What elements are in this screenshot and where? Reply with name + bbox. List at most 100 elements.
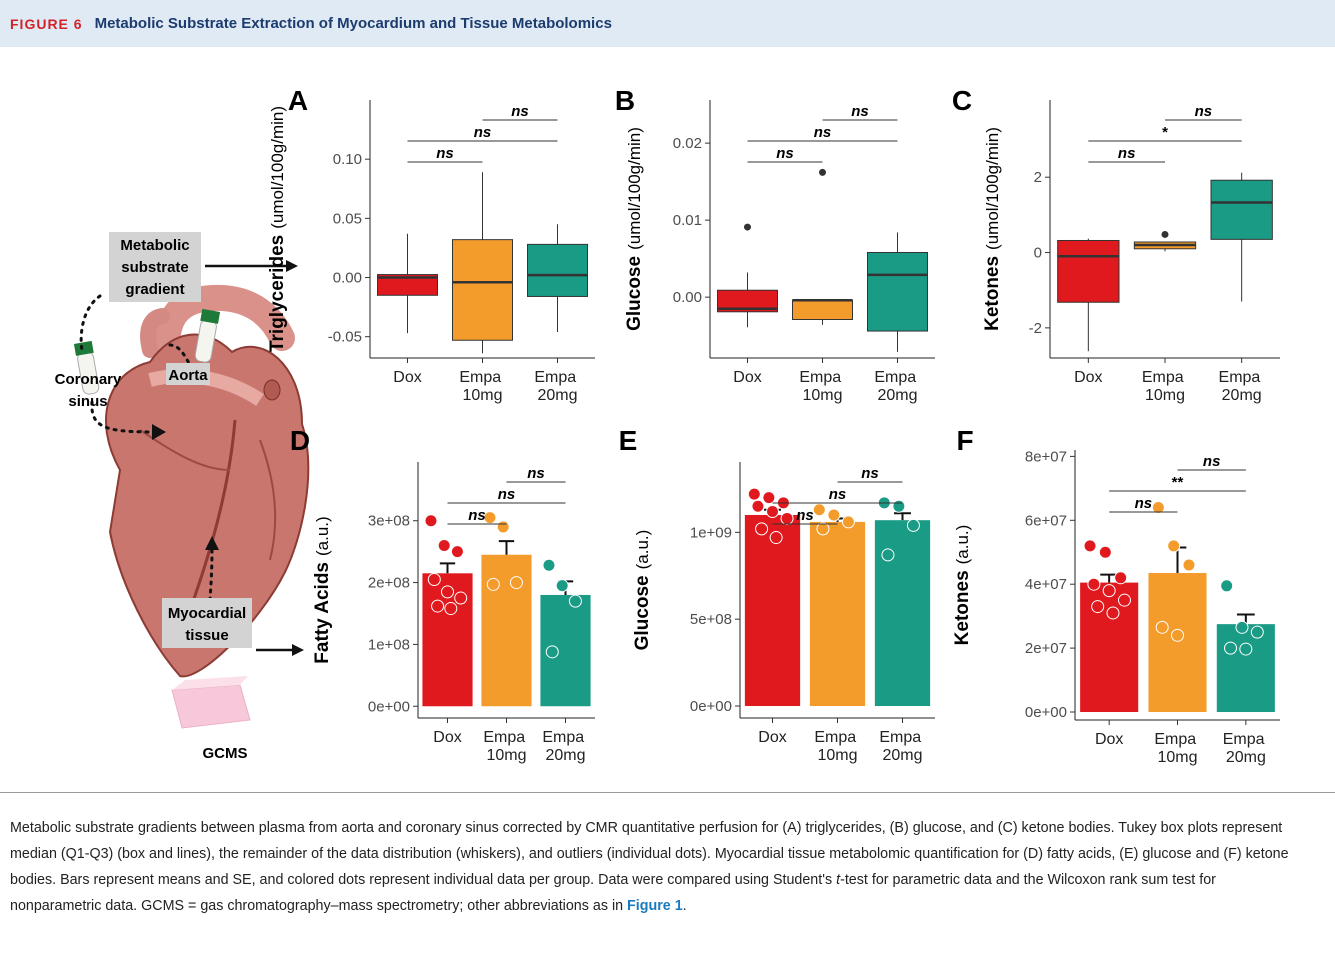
- caption-italic: t: [836, 872, 841, 888]
- y-tick-label: 0: [1034, 245, 1042, 262]
- significance-label: ns: [527, 465, 545, 482]
- y-tick-label: 2: [1034, 169, 1042, 186]
- y-axis-title: Fatty Acids: [312, 562, 333, 664]
- data-point: [881, 548, 895, 562]
- x-tick-label: Dox: [758, 729, 786, 746]
- data-point: [780, 511, 794, 525]
- data-point: [906, 518, 920, 532]
- data-point: [892, 499, 906, 513]
- box: [452, 239, 513, 341]
- separator: [0, 792, 1335, 793]
- data-point: [496, 520, 510, 534]
- box: [717, 289, 778, 313]
- x-tick-label: Empa 20mg: [879, 729, 925, 764]
- data-point: [1220, 579, 1234, 593]
- y-tick-label: 2e+08: [368, 575, 410, 592]
- panel: E Glucose (a.u.) 0e+00 5e+08 1e+09 Dox Empa 10m…: [619, 425, 935, 764]
- significance-label: ns: [436, 145, 454, 162]
- significance-label: ns: [814, 124, 832, 141]
- figure-title: Metabolic Substrate Extraction of Myocar…: [94, 15, 612, 32]
- significance-label: ns: [1195, 103, 1213, 120]
- bar: [1148, 573, 1207, 713]
- caption-text: Metabolic substrate gradients between pl…: [10, 820, 1289, 888]
- x-tick-label: Empa 20mg: [1223, 731, 1269, 766]
- x-tick-label: Dox: [1095, 731, 1123, 748]
- y-tick-label: 0.10: [333, 151, 362, 168]
- y-tick-label: 0.00: [673, 289, 702, 306]
- panel-letter: D: [290, 425, 310, 456]
- panel-letter: A: [288, 85, 308, 116]
- y-tick-label: 6e+07: [1025, 512, 1067, 529]
- data-point: [1250, 625, 1264, 639]
- data-point: [545, 645, 559, 659]
- y-tick-label: 2e+07: [1025, 640, 1067, 657]
- y-axis-label: Glucose (umol/100g/min): [624, 127, 645, 331]
- error-bar: [498, 540, 515, 555]
- x-tick-label: Empa 10mg: [799, 369, 845, 404]
- y-axis-title: Ketones: [982, 256, 1003, 331]
- data-point: [766, 504, 779, 518]
- significance-label: ns: [861, 465, 879, 482]
- box: [1057, 239, 1120, 303]
- error-bar: [894, 512, 911, 521]
- x-tick-label: Dox: [1074, 369, 1102, 386]
- data-point: [542, 558, 556, 572]
- significance-label: **: [1172, 474, 1184, 491]
- x-tick-label: Empa 10mg: [459, 369, 505, 404]
- panel: D Fatty Acids (a.u.) 0e+00 1e+08 2e+08 3e+08 Do…: [290, 425, 595, 764]
- error-bar: [439, 562, 456, 574]
- data-point: [1102, 584, 1116, 598]
- data-point: [816, 522, 830, 536]
- caption: Metabolic substrate gradients between pl…: [10, 815, 1305, 919]
- figure-label: FIGURE 6: [10, 15, 83, 32]
- significance-label: ns: [776, 145, 794, 162]
- data-point: [444, 602, 458, 616]
- data-point: [827, 508, 841, 522]
- x-tick-label: Empa 10mg: [1142, 369, 1188, 404]
- outlier: [1161, 230, 1169, 238]
- significance-label: ns: [474, 124, 492, 141]
- data-point: [424, 514, 438, 528]
- data-point: [841, 515, 855, 529]
- data-point: [483, 511, 497, 525]
- data-point: [454, 591, 468, 605]
- panel-letter: E: [619, 425, 638, 456]
- significance-label: ns: [1118, 145, 1136, 162]
- x-tick-label: Empa 20mg: [1219, 369, 1265, 404]
- data-point: [1114, 571, 1128, 585]
- x-tick-label: Empa 10mg: [483, 729, 529, 764]
- y-tick-label: 0.02: [673, 135, 702, 152]
- data-point: [509, 576, 523, 590]
- x-tick-label: Dox: [433, 729, 461, 746]
- y-axis-label: Ketones (a.u.): [952, 525, 973, 646]
- figure: Metabolic substrate gradient Coronary si…: [55, 85, 1280, 766]
- y-axis-title: Glucose: [624, 256, 645, 331]
- significance-label: ns: [851, 103, 869, 120]
- data-point: [1167, 539, 1181, 553]
- x-tick-label: Dox: [393, 369, 421, 386]
- bar: [874, 520, 931, 707]
- y-axis-unit: (umol/100g/min): [625, 127, 644, 250]
- data-point: [1117, 593, 1131, 607]
- y-axis-unit: (umol/100g/min): [983, 127, 1002, 250]
- data-point: [812, 503, 826, 517]
- y-axis-title: Triglycerides: [267, 235, 288, 352]
- box: [792, 299, 853, 320]
- panel-letter: F: [956, 425, 973, 456]
- significance-label: ns: [498, 486, 516, 503]
- data-point: [1091, 600, 1105, 614]
- data-point: [431, 599, 445, 613]
- heart-illustration: Metabolic substrate gradient Coronary si…: [55, 232, 310, 762]
- significance-label: ns: [1203, 453, 1221, 470]
- illustration-label: Myocardial: [168, 605, 246, 622]
- box: [867, 251, 928, 332]
- caption-text: -test for parametric data and the Wilcox…: [10, 872, 1216, 914]
- y-axis-title: Glucose: [632, 575, 653, 650]
- bar: [809, 521, 866, 707]
- y-axis-unit: (umol/100g/min): [268, 106, 287, 229]
- y-tick-label: 5e+08: [690, 611, 732, 628]
- panel-letter: C: [952, 85, 972, 116]
- caption-link[interactable]: Figure 1: [627, 898, 683, 914]
- figure-header: FIGURE 6 Metabolic Substrate Extraction …: [0, 0, 1335, 47]
- data-point: [486, 577, 500, 591]
